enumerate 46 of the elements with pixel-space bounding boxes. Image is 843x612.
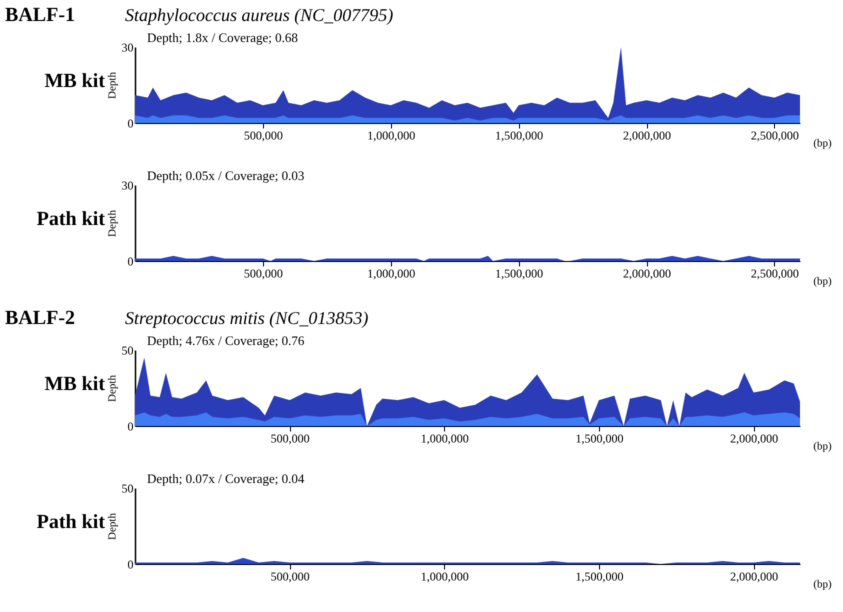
y-tick-label: 50 xyxy=(122,482,134,496)
chart-title: BALF-1 xyxy=(5,4,75,26)
y-axis-title: Depth xyxy=(106,512,118,540)
x-tick-label: 1,000,000 xyxy=(367,266,416,280)
text: MB kit xyxy=(44,70,106,92)
text: Depth; 1.8x / Coverage; 0.68 xyxy=(147,30,298,45)
x-tick-label: 2,000,000 xyxy=(623,266,672,280)
x-tick-label: 500,000 xyxy=(244,266,283,280)
x-tick-label: 1,000,000 xyxy=(367,128,416,142)
x-tick-label: 1,500,000 xyxy=(575,432,624,446)
y-axis-title: Depth xyxy=(106,374,118,402)
x-tick-label: 2,000,000 xyxy=(623,128,672,142)
x-tick-label: 500,000 xyxy=(244,128,283,142)
y-tick-label: 0 xyxy=(128,116,134,130)
y-tick-label: 0 xyxy=(128,254,134,268)
x-tick-label: 1,500,000 xyxy=(495,128,544,142)
x-axis-title: (bp) xyxy=(813,578,832,590)
y-axis-title: Depth xyxy=(106,72,118,99)
chart-subtitle: Streptococcus mitis (NC_013853) xyxy=(125,308,368,328)
text: Path kit xyxy=(36,208,106,230)
text: Path kit xyxy=(36,511,106,534)
x-tick-label: 1,500,000 xyxy=(575,570,624,584)
text: Depth; 0.07x / Coverage; 0.04 xyxy=(147,471,305,486)
y-tick-label: 50 xyxy=(122,344,134,358)
y-tick-label: 0 xyxy=(128,558,134,572)
x-tick-label: 2,000,000 xyxy=(730,432,778,446)
y-tick-label: 30 xyxy=(122,40,134,54)
x-tick-label: 2,500,000 xyxy=(750,128,799,142)
x-tick-label: 2,500,000 xyxy=(750,266,799,280)
x-axis-title: (bp) xyxy=(813,276,832,288)
y-axis-title: Depth xyxy=(106,210,118,237)
x-axis-title: (bp) xyxy=(813,440,832,452)
chart-title: BALF-2 xyxy=(5,307,75,329)
y-tick-label: 30 xyxy=(122,178,134,192)
x-tick-label: 500,000 xyxy=(270,570,310,584)
y-tick-label: 0 xyxy=(128,420,134,434)
x-tick-label: 1,500,000 xyxy=(495,266,544,280)
text: Depth; 4.76x / Coverage; 0.76 xyxy=(147,333,305,348)
x-tick-label: 2,000,000 xyxy=(730,570,778,584)
text: MB kit xyxy=(44,373,106,396)
x-axis-title: (bp) xyxy=(813,138,832,150)
x-tick-label: 500,000 xyxy=(270,432,310,446)
chart-subtitle: Staphylococcus aureus (NC_007795) xyxy=(125,5,394,25)
x-tick-label: 1,000,000 xyxy=(420,570,469,584)
x-tick-label: 1,000,000 xyxy=(420,432,469,446)
text: Depth; 0.05x / Coverage; 0.03 xyxy=(147,168,304,183)
